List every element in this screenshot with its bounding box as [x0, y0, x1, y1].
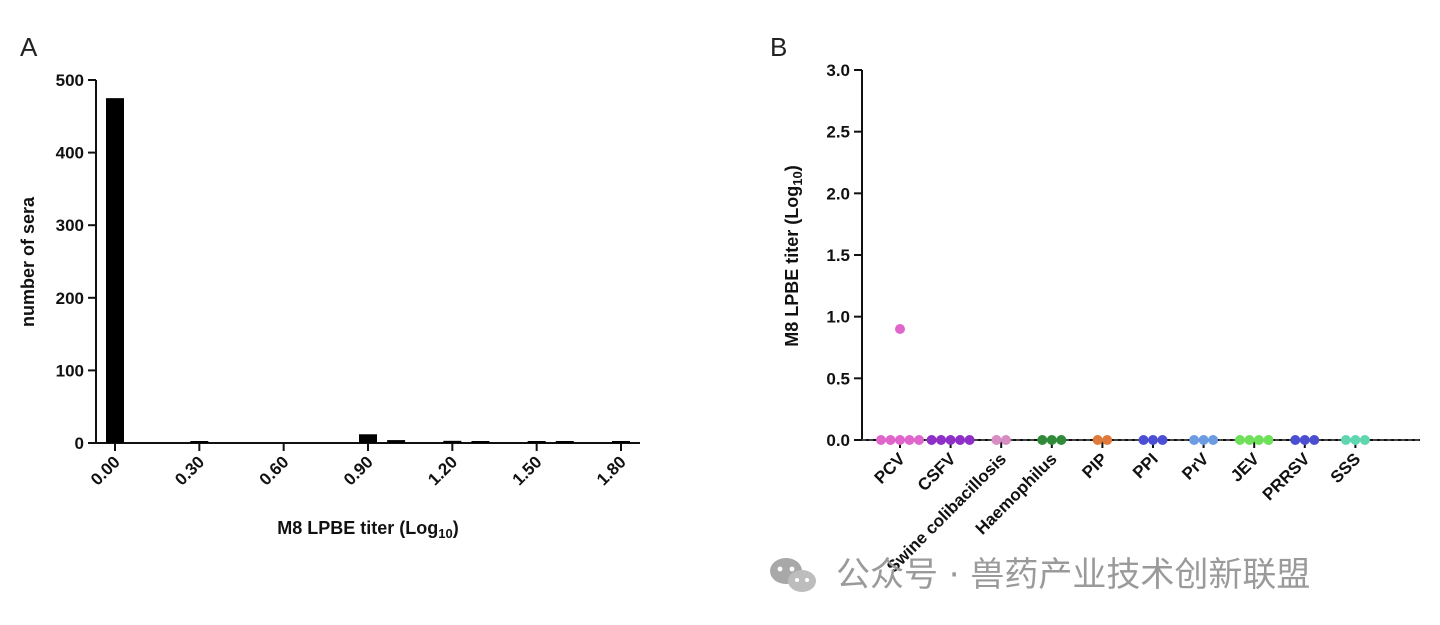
- panel-b-y-tick-label: 0.0: [826, 431, 850, 450]
- panel-b-point: [885, 435, 896, 445]
- panel-b-point: [895, 324, 905, 334]
- panel-a-bar: [555, 441, 574, 443]
- panel-b-point: [991, 435, 1002, 445]
- panel-a-bar: [612, 441, 630, 443]
- panel-b-point: [1299, 435, 1310, 445]
- panel-b-point: [926, 435, 937, 445]
- panel-b-point: [1037, 435, 1048, 445]
- panel-b-point: [1253, 435, 1264, 445]
- panel-b-ylabel-sub: 10: [790, 171, 805, 185]
- panel-b-point: [1263, 435, 1274, 445]
- panel-b-points: [876, 324, 1370, 445]
- panel-a-x-tick-label: 1.50: [509, 452, 546, 489]
- panel-b-point: [1340, 435, 1351, 445]
- panel-a-histogram: A 0 100 200 300 400 500 0.00 0.30 0.60 0.90 1.20 1…: [18, 32, 640, 541]
- panel-b-point: [936, 435, 947, 445]
- panel-a-letter: A: [20, 32, 38, 62]
- panel-a-x-tick-label: 1.20: [424, 452, 461, 489]
- panel-b-point: [955, 435, 966, 445]
- panel-a-bar: [471, 441, 490, 443]
- panel-b-point: [1244, 435, 1255, 445]
- panel-b-ylabel-main: M8 LPBE titer (Log: [782, 186, 802, 347]
- panel-b-category-label: PIP: [1078, 449, 1111, 482]
- panel-b-point: [1198, 435, 1209, 445]
- panel-b-category-label: SSS: [1327, 449, 1364, 486]
- panel-a-bar: [359, 434, 377, 443]
- panel-b-point: [964, 435, 975, 445]
- panel-a-xlabel-tail: ): [453, 518, 459, 538]
- panel-a-bars: [106, 98, 630, 444]
- panel-b-point: [914, 435, 924, 445]
- panel-b-point: [1046, 435, 1057, 445]
- panel-b-y-tick-label: 2.0: [826, 184, 850, 203]
- panel-b-category-label: CSFV: [914, 449, 960, 495]
- panel-b-point: [1350, 435, 1361, 445]
- panel-b-y-axis: 0.0 0.5 1.0 1.5 2.0 2.5 3.0: [826, 61, 863, 450]
- panel-b-point: [895, 435, 905, 445]
- panel-b-point: [945, 435, 956, 445]
- panel-b-point: [1000, 435, 1011, 445]
- panel-b-point: [1189, 435, 1200, 445]
- panel-b-letter: B: [770, 32, 787, 62]
- panel-b-y-axis-title: M8 LPBE titer (Log10): [782, 165, 805, 346]
- panel-b-category-label: PPI: [1129, 449, 1162, 482]
- panel-b-category-label: PRRSV: [1259, 449, 1314, 504]
- panel-b-y-tick-label: 1.5: [826, 246, 850, 265]
- panel-a-bar: [443, 440, 462, 443]
- panel-a-x-tick-label: 1.80: [593, 452, 630, 489]
- panel-a-y-tick-label: 400: [56, 144, 84, 163]
- panel-a-y-tick-label: 0: [75, 434, 84, 453]
- panel-a-x-axis: 0.00 0.30 0.60 0.90 1.20 1.50 1.80: [87, 442, 640, 489]
- panel-b-y-tick-label: 1.0: [826, 308, 850, 327]
- panel-a-xlabel-main: M8 LPBE titer (Log: [277, 518, 438, 538]
- panel-a-bar: [387, 440, 406, 443]
- panel-a-bar: [106, 98, 124, 444]
- panel-b-point: [1290, 435, 1301, 445]
- panel-a-x-tick-label: 0.00: [87, 452, 124, 489]
- panel-b-point: [1092, 435, 1103, 445]
- panel-b-ylabel-tail: ): [782, 165, 802, 171]
- panel-b-y-tick-label: 2.5: [826, 123, 850, 142]
- watermark: 公众号 · 兽药产业技术创新联盟: [770, 555, 1310, 595]
- panel-b-y-tick-label: 0.5: [826, 369, 850, 388]
- panel-a-y-tick-label: 100: [56, 361, 84, 380]
- panel-b-point: [1234, 435, 1245, 445]
- panel-b-point: [1102, 435, 1113, 445]
- panel-b-category-label: PrV: [1178, 449, 1213, 484]
- panel-b-category-label: PCV: [871, 449, 910, 488]
- panel-b-point: [1138, 435, 1149, 445]
- panel-b-point: [904, 435, 915, 445]
- panel-b-point: [1148, 435, 1158, 445]
- watermark-text: 公众号 · 兽药产业技术创新联盟: [836, 555, 1310, 595]
- panel-a-x-tick-label: 0.30: [171, 452, 208, 489]
- panel-b-point: [1208, 435, 1219, 445]
- wechat-icon: [770, 558, 816, 592]
- panel-b-point: [1309, 435, 1320, 445]
- panel-a-bar: [190, 441, 209, 443]
- panel-a-y-tick-label: 300: [56, 216, 84, 235]
- panel-a-y-tick-label: 200: [56, 289, 84, 308]
- panel-a-bar: [527, 441, 546, 443]
- panel-b-point: [1157, 435, 1168, 445]
- panel-b-point: [876, 435, 886, 445]
- panel-b-y-tick-label: 3.0: [826, 61, 850, 80]
- panel-a-y-axis: 0 100 200 300 400 500: [56, 71, 97, 453]
- panel-a-xlabel-sub: 10: [438, 526, 452, 541]
- panel-b-point: [1056, 435, 1067, 445]
- panel-a-x-tick-label: 0.60: [256, 452, 293, 489]
- panel-a-y-tick-label: 500: [56, 71, 84, 90]
- panel-b-category-label: JEV: [1227, 449, 1264, 486]
- panel-a-y-axis-title: number of sera: [18, 196, 38, 327]
- panel-a-x-axis-title: M8 LPBE titer (Log10): [277, 518, 458, 541]
- panel-a-x-tick-label: 0.90: [340, 452, 377, 489]
- panel-b-point: [1359, 435, 1370, 445]
